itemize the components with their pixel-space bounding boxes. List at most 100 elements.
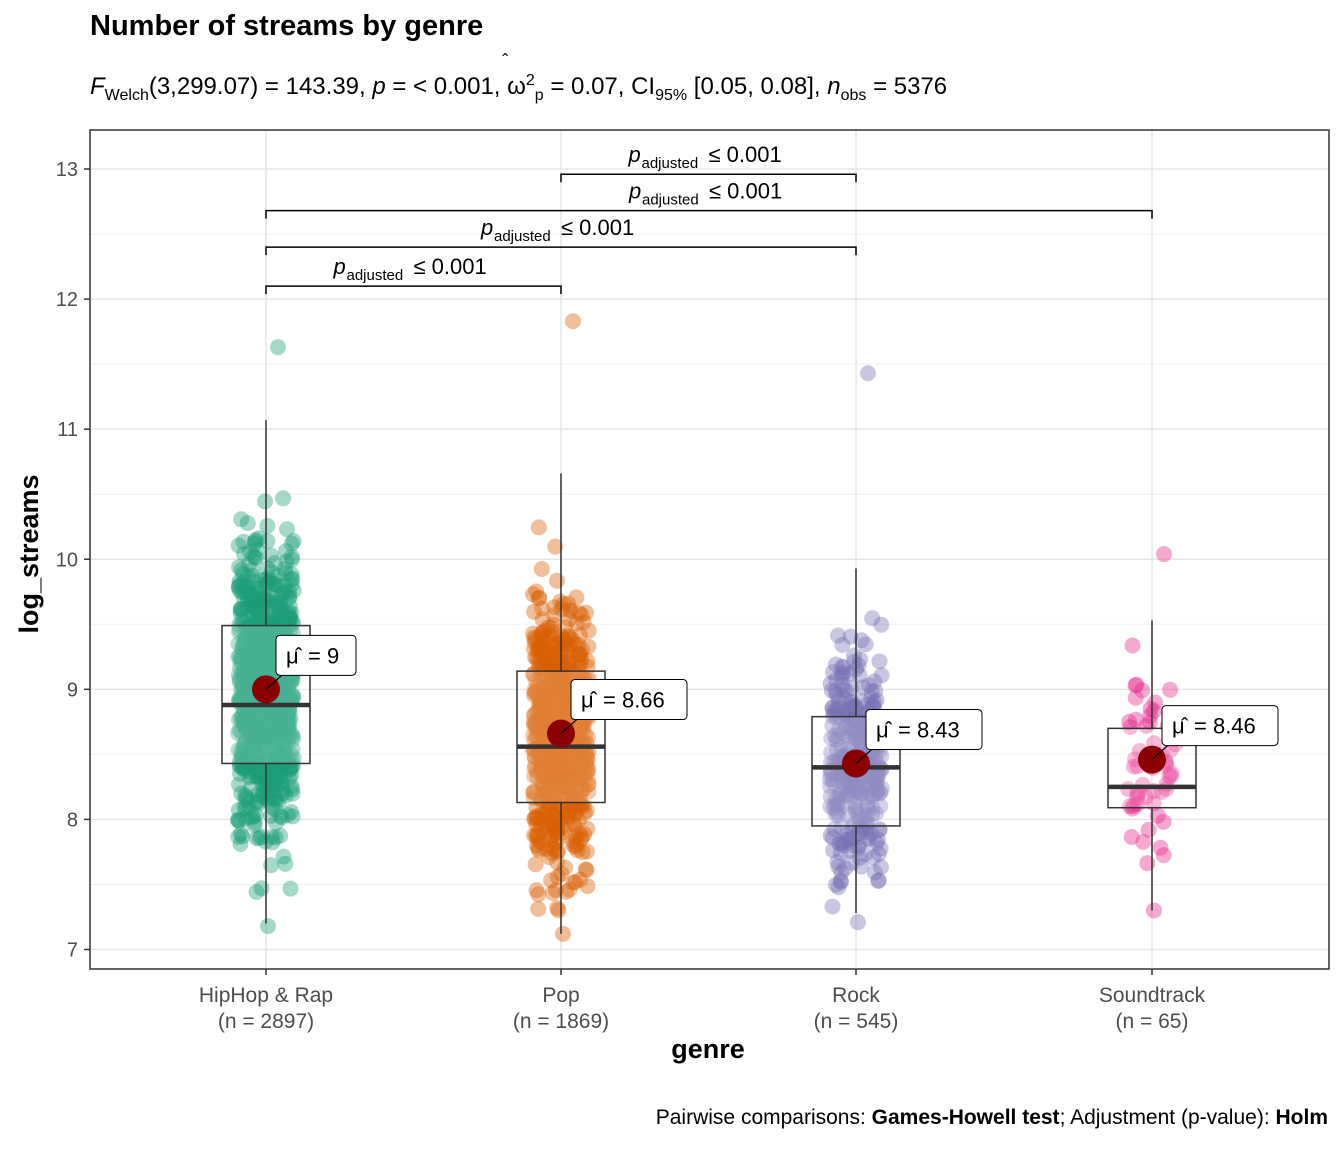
data-point (234, 601, 251, 618)
data-point (231, 671, 248, 688)
data-point (559, 767, 576, 784)
data-point (264, 711, 281, 728)
data-point (236, 664, 253, 681)
data-point (825, 664, 841, 681)
data-point (531, 842, 548, 859)
data-point (278, 674, 295, 691)
data-point (249, 580, 266, 597)
data-point (538, 840, 554, 857)
data-point (231, 559, 247, 576)
data-point (278, 713, 295, 730)
data-point (244, 567, 261, 584)
data-point (873, 859, 889, 876)
data-point (579, 771, 596, 788)
data-point (576, 762, 593, 778)
data-point (282, 758, 299, 774)
data-point (562, 603, 579, 620)
data-point (1155, 813, 1172, 830)
data-point (538, 657, 555, 674)
data-point (574, 770, 591, 787)
data-point (550, 640, 567, 657)
data-point (278, 553, 295, 570)
data-point (566, 664, 582, 681)
data-point (833, 783, 850, 800)
y-axis-label: log_streams (14, 474, 44, 634)
data-point (572, 747, 589, 764)
data-point (260, 592, 277, 609)
data-point (235, 637, 251, 653)
data-point (572, 796, 589, 813)
data-point (232, 765, 248, 782)
data-point (868, 775, 885, 792)
data-point (528, 704, 545, 721)
data-point (833, 819, 850, 836)
y-tick-label: 9 (67, 679, 78, 701)
data-point (542, 801, 559, 818)
data-point (270, 567, 287, 584)
data-point (528, 583, 545, 600)
data-point (555, 679, 572, 696)
data-point (1139, 855, 1156, 872)
data-point (567, 806, 584, 823)
data-point (547, 771, 564, 788)
data-point (560, 782, 577, 799)
data-point (273, 708, 290, 725)
data-point (252, 728, 269, 744)
data-point (268, 814, 284, 831)
data-point (242, 736, 259, 753)
data-point (239, 705, 256, 722)
data-point (529, 640, 546, 657)
data-point (549, 686, 565, 703)
data-point (243, 666, 259, 683)
data-point (278, 712, 295, 729)
data-point (233, 825, 249, 842)
data-point (573, 797, 590, 814)
data-point (265, 782, 282, 799)
data-point (573, 770, 589, 787)
data-point (280, 704, 297, 721)
data-point (841, 831, 858, 848)
data-point (541, 688, 558, 705)
data-point (283, 571, 300, 588)
data-point (548, 762, 565, 779)
data-point (532, 694, 549, 711)
data-point (543, 649, 560, 666)
data-point (552, 748, 569, 765)
data-point (276, 756, 293, 773)
data-point (250, 614, 267, 631)
data-point (534, 758, 550, 775)
data-point (259, 782, 276, 799)
data-point (561, 803, 578, 820)
data-point (838, 831, 855, 848)
data-point (834, 636, 851, 653)
data-point (281, 609, 298, 626)
data-point (257, 571, 274, 588)
data-point (238, 789, 255, 806)
data-point (829, 741, 845, 758)
data-point (533, 561, 550, 577)
data-point (537, 654, 554, 671)
data-point (234, 640, 251, 657)
data-point (260, 651, 277, 668)
data-point (847, 697, 864, 714)
data-point (240, 556, 257, 573)
data-point (574, 844, 591, 861)
data-point (231, 673, 248, 690)
data-point (556, 776, 573, 793)
data-point (526, 687, 542, 704)
data-point (536, 623, 553, 640)
data-point (238, 661, 255, 677)
data-point (867, 682, 884, 699)
data-point (535, 769, 552, 786)
data-point (261, 638, 278, 655)
data-point (871, 653, 888, 670)
data-point (555, 703, 572, 720)
data-point (533, 683, 550, 700)
data-point (281, 770, 298, 786)
data-point (242, 543, 258, 560)
data-point (263, 625, 280, 642)
data-point (278, 715, 295, 732)
data-point (280, 727, 297, 744)
comparison-label: ≤ 0.001 (709, 142, 782, 167)
data-point (868, 772, 885, 788)
